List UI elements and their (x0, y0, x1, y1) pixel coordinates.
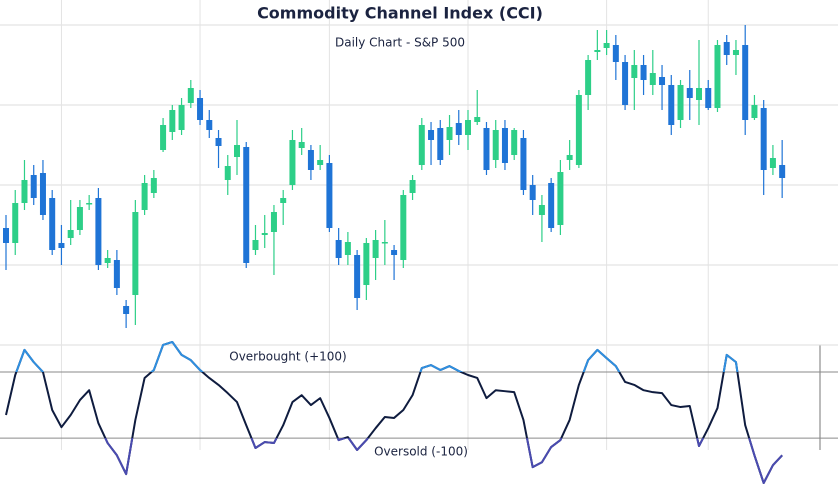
candle-body (732, 50, 739, 55)
candle-body (474, 117, 481, 122)
candle-body (178, 105, 185, 130)
candle-body (400, 195, 407, 260)
candle-body (113, 260, 120, 288)
candle-body (677, 85, 684, 120)
candle-body (372, 240, 379, 258)
candle-body (12, 203, 19, 243)
candle-body (67, 230, 74, 238)
candle-body (760, 108, 767, 170)
candle-body (289, 140, 296, 185)
candle-body (280, 198, 287, 203)
candle-body (705, 88, 712, 108)
candle-body (298, 142, 305, 148)
candle-body (455, 123, 462, 135)
candle-body (696, 88, 702, 100)
candle-body (132, 212, 139, 295)
candle-body (95, 198, 102, 265)
candle-body (141, 183, 148, 210)
candle-body (76, 207, 83, 230)
candle-body (344, 242, 351, 255)
candle-body (86, 203, 93, 205)
candle-body (234, 145, 240, 157)
candle-body (585, 60, 592, 95)
candle-body (104, 258, 111, 263)
candle-body (418, 125, 425, 165)
candle-body (575, 95, 582, 165)
candle-body (307, 150, 314, 170)
candle-body (215, 138, 222, 146)
candle-body (160, 125, 167, 150)
candle-body (252, 240, 259, 250)
candle-body (520, 138, 527, 190)
candle-body (612, 45, 619, 62)
chart-subtitle: Daily Chart - S&P 500 (335, 36, 465, 50)
candle-body (39, 173, 46, 215)
candle-body (224, 166, 231, 180)
candle-body (326, 163, 333, 228)
candle-body (206, 120, 213, 130)
cci-overbought (15, 340, 739, 373)
chart-title: Commodity Channel Index (CCI) (257, 4, 543, 23)
candle-body (723, 42, 730, 55)
candle-body (742, 45, 749, 120)
candle-body (622, 62, 629, 105)
candle-body (465, 120, 471, 135)
candle-body (714, 45, 721, 108)
candle-body (197, 98, 204, 120)
candle-body (381, 242, 388, 244)
candle-body (187, 88, 194, 103)
candle-body (640, 65, 647, 80)
candle-body (492, 130, 499, 160)
candle-body (409, 180, 416, 193)
candle-body (270, 212, 277, 232)
candle-body (483, 128, 490, 170)
candle-body (354, 255, 361, 298)
candle-body (779, 165, 786, 178)
candle-body (58, 243, 65, 248)
candle-body (557, 172, 564, 225)
candle-body (335, 240, 342, 258)
candle-body (538, 205, 545, 215)
candle-body (49, 198, 56, 250)
candle-body (3, 228, 9, 243)
candle-body (317, 160, 324, 165)
candle-body (631, 65, 638, 78)
candle-body (511, 130, 518, 155)
candle-body (243, 147, 250, 263)
candle-body (261, 233, 268, 235)
candle-body (30, 175, 37, 198)
candle-body (501, 128, 508, 163)
candle-body (21, 180, 28, 203)
candle-body (169, 110, 176, 132)
candle-body (769, 158, 776, 168)
candle-body (566, 155, 573, 160)
candle-body (686, 88, 693, 98)
candle-body (603, 43, 610, 48)
cci-oversold (104, 438, 783, 485)
candle-body (446, 127, 453, 140)
candle-body (659, 77, 666, 85)
candle-body (529, 185, 536, 200)
candle-body (363, 243, 370, 285)
candle-body (150, 178, 157, 193)
candle-body (594, 50, 601, 52)
candle-body (548, 183, 555, 228)
candle-body (751, 105, 758, 118)
candle-body (649, 73, 656, 85)
candle-body (437, 128, 444, 160)
candle-body (123, 306, 130, 314)
candle-body (391, 250, 398, 255)
cci-line (5, 340, 783, 485)
candle-body (668, 85, 675, 125)
annotation: Overbought (+100) (229, 350, 347, 364)
annotation: Oversold (-100) (374, 445, 468, 459)
candle-body (428, 130, 435, 140)
